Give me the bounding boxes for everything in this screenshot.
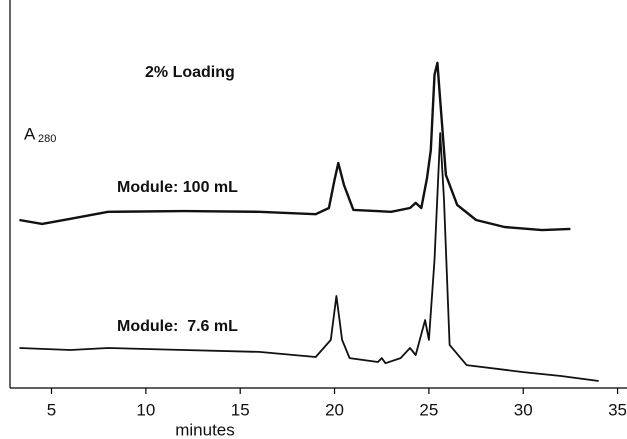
- series-label: Module: 7.6 mL: [117, 318, 238, 335]
- x-axis-label: minutes: [175, 420, 235, 439]
- x-tick-label: 25: [419, 400, 438, 419]
- y-axis-label: A: [24, 124, 36, 143]
- x-tick-label: 30: [514, 400, 533, 419]
- x-tick-label: 5: [47, 400, 56, 419]
- trace: [19, 61, 571, 232]
- x-tick-label: 10: [136, 400, 155, 419]
- trace: [19, 132, 599, 382]
- x-tick-label: 15: [231, 400, 250, 419]
- y-axis-label-subscript: 280: [38, 133, 56, 145]
- chart-title: 2% Loading: [145, 64, 235, 81]
- x-tick-label: 20: [325, 400, 344, 419]
- x-tick-label: 35: [608, 400, 627, 419]
- series-label: Module: 100 mL: [117, 179, 238, 196]
